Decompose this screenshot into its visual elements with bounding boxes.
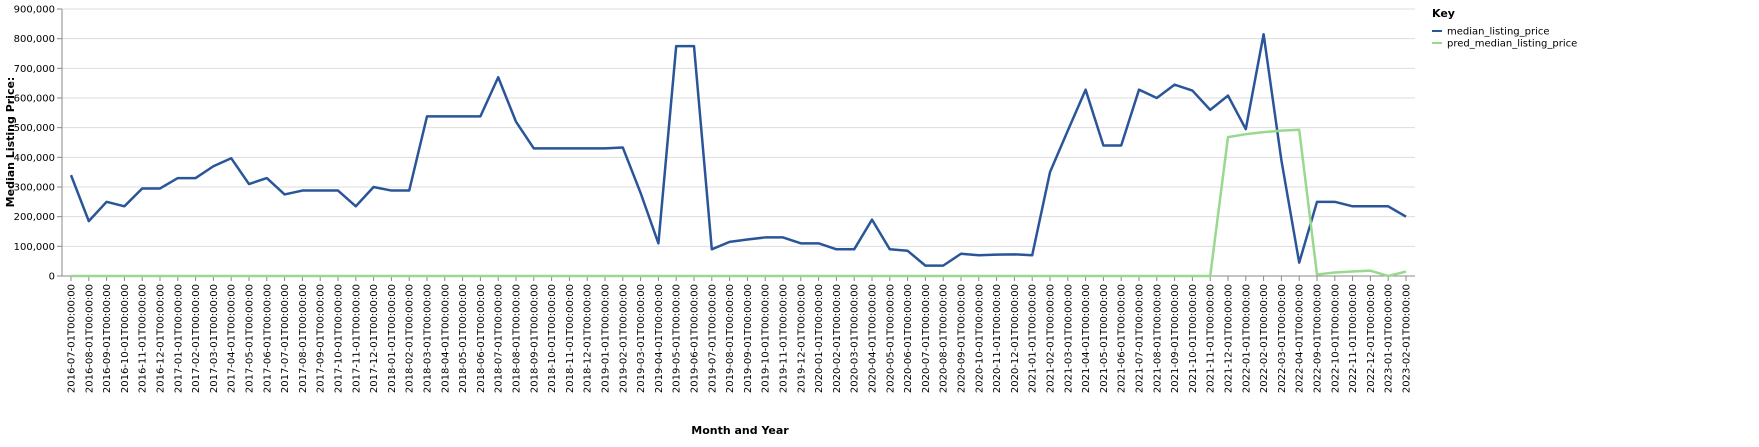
y-tick-label: 0	[49, 272, 55, 283]
x-tick-label: 2020-06-01T00:00:00	[903, 284, 914, 393]
x-tick-label: 2019-05-01T00:00:00	[672, 284, 683, 393]
x-tick-label: 2019-03-01T00:00:00	[636, 284, 647, 393]
legend-title: Key	[1432, 7, 1455, 20]
y-tick-label: 600,000	[14, 94, 55, 105]
x-tick-label: 2016-09-01T00:00:00	[102, 284, 113, 393]
x-tick-label: 2017-11-01T00:00:00	[351, 284, 362, 393]
x-tick-label: 2018-06-01T00:00:00	[476, 284, 487, 393]
x-tick-label: 2019-06-01T00:00:00	[690, 284, 701, 393]
x-tick-label: 2019-07-01T00:00:00	[707, 284, 718, 393]
series-line	[69, 32, 1407, 267]
x-tick-label: 2021-04-01T00:00:00	[1081, 284, 1092, 393]
y-tick-label: 900,000	[14, 5, 55, 16]
x-tick-label: 2022-10-01T00:00:00	[1330, 284, 1341, 393]
x-tick-label: 2020-04-01T00:00:00	[868, 284, 879, 393]
x-tick-label: 2021-03-01T00:00:00	[1063, 284, 1074, 393]
x-tick-label: 2017-08-01T00:00:00	[298, 284, 309, 393]
series-line	[71, 128, 1407, 278]
x-tick-label: 2017-01-01T00:00:00	[173, 284, 184, 393]
x-tick-label: 2020-03-01T00:00:00	[850, 284, 861, 393]
x-tick-label: 2018-09-01T00:00:00	[529, 284, 540, 393]
x-tick-label: 2023-01-01T00:00:00	[1384, 284, 1395, 393]
x-tick-label: 2017-04-01T00:00:00	[227, 284, 238, 393]
x-tick-label: 2021-02-01T00:00:00	[1046, 284, 1057, 393]
x-tick-label: 2019-01-01T00:00:00	[601, 284, 612, 393]
x-tick-label: 2021-01-01T00:00:00	[1028, 284, 1039, 393]
x-tick-label: 2019-11-01T00:00:00	[779, 284, 790, 393]
x-tick-label: 2018-03-01T00:00:00	[423, 284, 434, 393]
x-tick-label: 2020-10-01T00:00:00	[974, 284, 985, 393]
x-tick-label: 2021-09-01T00:00:00	[1170, 284, 1181, 393]
x-tick-label: 2020-11-01T00:00:00	[992, 284, 1003, 393]
x-tick-label: 2018-11-01T00:00:00	[565, 284, 576, 393]
x-tick-label: 2018-08-01T00:00:00	[512, 284, 523, 393]
x-tick-label: 2020-02-01T00:00:00	[832, 284, 843, 393]
y-tick-label: 800,000	[14, 34, 55, 45]
x-tick-label: 2016-08-01T00:00:00	[84, 284, 95, 393]
x-tick-label: 2023-02-01T00:00:00	[1402, 284, 1413, 393]
x-tick-label: 2018-07-01T00:00:00	[494, 284, 505, 393]
x-tick-label: 2017-07-01T00:00:00	[280, 284, 291, 393]
x-tick-label: 2016-12-01T00:00:00	[156, 284, 167, 393]
x-tick-label: 2017-12-01T00:00:00	[369, 284, 380, 393]
y-axis-title: Median Listing Price:	[4, 77, 17, 208]
x-tick-label: 2017-05-01T00:00:00	[245, 284, 256, 393]
legend-label: pred_median_listing_price	[1447, 39, 1577, 50]
x-tick-label: 2017-02-01T00:00:00	[191, 284, 202, 393]
x-tick-label: 2017-03-01T00:00:00	[209, 284, 220, 393]
x-tick-label: 2018-04-01T00:00:00	[440, 284, 451, 393]
x-tick-label: 2022-12-01T00:00:00	[1366, 284, 1377, 393]
x-tick-label: 2020-07-01T00:00:00	[921, 284, 932, 393]
x-tick-label: 2022-03-01T00:00:00	[1277, 284, 1288, 393]
x-tick-label: 2020-09-01T00:00:00	[957, 284, 968, 393]
x-tick-label: 2017-06-01T00:00:00	[262, 284, 273, 393]
x-tick-label: 2016-07-01T00:00:00	[67, 284, 78, 393]
x-tick-label: 2019-04-01T00:00:00	[654, 284, 665, 393]
y-tick-label: 500,000	[14, 123, 55, 134]
x-axis-title: Month and Year	[691, 424, 789, 437]
x-tick-label: 2020-12-01T00:00:00	[1010, 284, 1021, 393]
x-tick-label: 2018-01-01T00:00:00	[387, 284, 398, 393]
x-tick-label: 2021-06-01T00:00:00	[1117, 284, 1128, 393]
x-tick-label: 2021-07-01T00:00:00	[1135, 284, 1146, 393]
y-tick-label: 200,000	[14, 212, 55, 223]
x-tick-label: 2016-10-01T00:00:00	[120, 284, 131, 393]
x-tick-label: 2018-10-01T00:00:00	[547, 284, 558, 393]
x-tick-label: 2022-01-01T00:00:00	[1241, 284, 1252, 393]
y-tick-label: 400,000	[14, 153, 55, 164]
x-tick-label: 2022-09-01T00:00:00	[1313, 284, 1324, 393]
y-tick-label: 700,000	[14, 64, 55, 75]
x-tick-label: 2019-10-01T00:00:00	[761, 284, 772, 393]
x-tick-label: 2017-09-01T00:00:00	[316, 284, 327, 393]
legend-label: median_listing_price	[1447, 27, 1550, 38]
x-tick-label: 2020-05-01T00:00:00	[885, 284, 896, 393]
x-tick-label: 2021-10-01T00:00:00	[1188, 284, 1199, 393]
x-tick-label: 2021-05-01T00:00:00	[1099, 284, 1110, 393]
x-tick-label: 2020-08-01T00:00:00	[939, 284, 950, 393]
x-tick-label: 2022-11-01T00:00:00	[1348, 284, 1359, 393]
x-tick-label: 2018-12-01T00:00:00	[583, 284, 594, 393]
x-tick-label: 2019-08-01T00:00:00	[725, 284, 736, 393]
x-tick-label: 2022-04-01T00:00:00	[1295, 284, 1306, 393]
y-tick-label: 300,000	[14, 183, 55, 194]
x-tick-label: 2018-02-01T00:00:00	[405, 284, 416, 393]
x-tick-label: 2021-08-01T00:00:00	[1152, 284, 1163, 393]
x-tick-label: 2019-12-01T00:00:00	[796, 284, 807, 393]
x-tick-label: 2020-01-01T00:00:00	[814, 284, 825, 393]
x-tick-label: 2017-10-01T00:00:00	[334, 284, 345, 393]
x-tick-label: 2016-11-01T00:00:00	[138, 284, 149, 393]
x-tick-label: 2018-05-01T00:00:00	[458, 284, 469, 393]
y-tick-label: 100,000	[14, 242, 55, 253]
x-tick-label: 2022-02-01T00:00:00	[1259, 284, 1270, 393]
x-tick-label: 2021-12-01T00:00:00	[1224, 284, 1235, 393]
x-tick-label: 2021-11-01T00:00:00	[1206, 284, 1217, 393]
x-tick-label: 2019-09-01T00:00:00	[743, 284, 754, 393]
x-tick-label: 2019-02-01T00:00:00	[618, 284, 629, 393]
